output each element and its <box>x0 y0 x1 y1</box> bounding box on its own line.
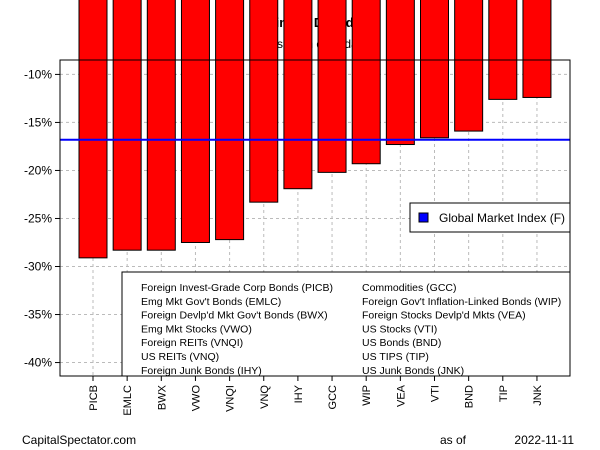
x-tick-label: BWX <box>156 384 168 410</box>
y-tick-label: -15% <box>24 115 52 129</box>
x-tick-label: VEA <box>395 384 407 407</box>
y-tick-label: -35% <box>24 308 52 322</box>
x-tick-label: VNQ <box>259 385 271 409</box>
x-tick-label: JNK <box>532 384 544 405</box>
y-tick-label: -25% <box>24 211 52 225</box>
bar-bnd <box>454 0 484 132</box>
ticker-key-item: Foreign Gov't Inflation-Linked Bonds (WI… <box>362 296 561 308</box>
ticker-key-item: US TIPS (TIP) <box>362 351 429 363</box>
ticker-key-item: Commodities (GCC) <box>362 282 457 294</box>
bar-picb <box>78 0 108 259</box>
ticker-key-box <box>121 271 571 377</box>
x-tick-label: PICB <box>88 385 100 411</box>
bar-bwx <box>146 0 176 251</box>
x-tick-label: TIP <box>498 385 510 402</box>
ticker-key-item: Emg Mkt Stocks (VWO) <box>141 323 252 335</box>
x-tick-label: VWO <box>190 385 202 412</box>
x-tick-label: GCC <box>327 385 339 410</box>
ticker-key-item: US Junk Bonds (JNK) <box>362 365 464 377</box>
x-tick-label: WIP <box>361 385 373 406</box>
bar-ihy <box>283 0 313 190</box>
x-tick-label: VTI <box>430 385 442 402</box>
date-prefix: as of <box>440 433 467 447</box>
bar-gcc <box>317 0 347 173</box>
chart-title: Maximum Drawdown <box>250 15 379 30</box>
bar-tip <box>488 0 518 100</box>
y-tick-label: -20% <box>24 163 52 177</box>
y-tick-label: -10% <box>24 67 52 81</box>
ticker-key-item: Foreign Devlp'd Mkt Gov't Bonds (BWX) <box>141 310 328 322</box>
date-value: 2022-11-11 <box>514 433 574 447</box>
ticker-key-item: Foreign Stocks Devlp'd Mkts (VEA) <box>362 310 526 322</box>
ticker-key-item: Foreign Invest-Grade Corp Bonds (PICB) <box>141 282 333 294</box>
bar-jnk <box>522 0 552 98</box>
bar-vti <box>420 0 449 139</box>
ticker-key-item: US Stocks (VTI) <box>362 323 437 335</box>
x-tick-label: BND <box>464 385 476 408</box>
bar-vwo <box>180 0 210 243</box>
y-tick-label: -30% <box>24 260 52 274</box>
reference-legend-swatch <box>418 212 429 223</box>
reference-legend-box <box>409 202 571 233</box>
bar-wip <box>351 0 381 165</box>
ticker-key-item: Emg Mkt Gov't Bonds (EMLC) <box>141 296 281 308</box>
reference-legend-label: Global Market Index (F) <box>439 211 565 225</box>
bar-vnq <box>249 0 279 203</box>
x-tick-label: IHY <box>293 384 305 403</box>
ticker-key-item: US REITs (VNQ) <box>141 351 219 363</box>
y-tick-label: -40% <box>24 356 52 370</box>
ticker-key-item: US Bonds (BND) <box>362 337 441 349</box>
bar-vnqi <box>215 0 245 241</box>
source-label: CapitalSpectator.com <box>22 433 136 447</box>
ticker-key-item: Foreign Junk Bonds (IHY) <box>141 365 262 377</box>
x-tick-label: EMLC <box>122 385 134 416</box>
ticker-key-item: Foreign REITs (VNQI) <box>141 337 243 349</box>
bar-emlc <box>112 0 142 251</box>
bar-vea <box>385 0 415 146</box>
x-tick-label: VNQI <box>225 385 237 412</box>
